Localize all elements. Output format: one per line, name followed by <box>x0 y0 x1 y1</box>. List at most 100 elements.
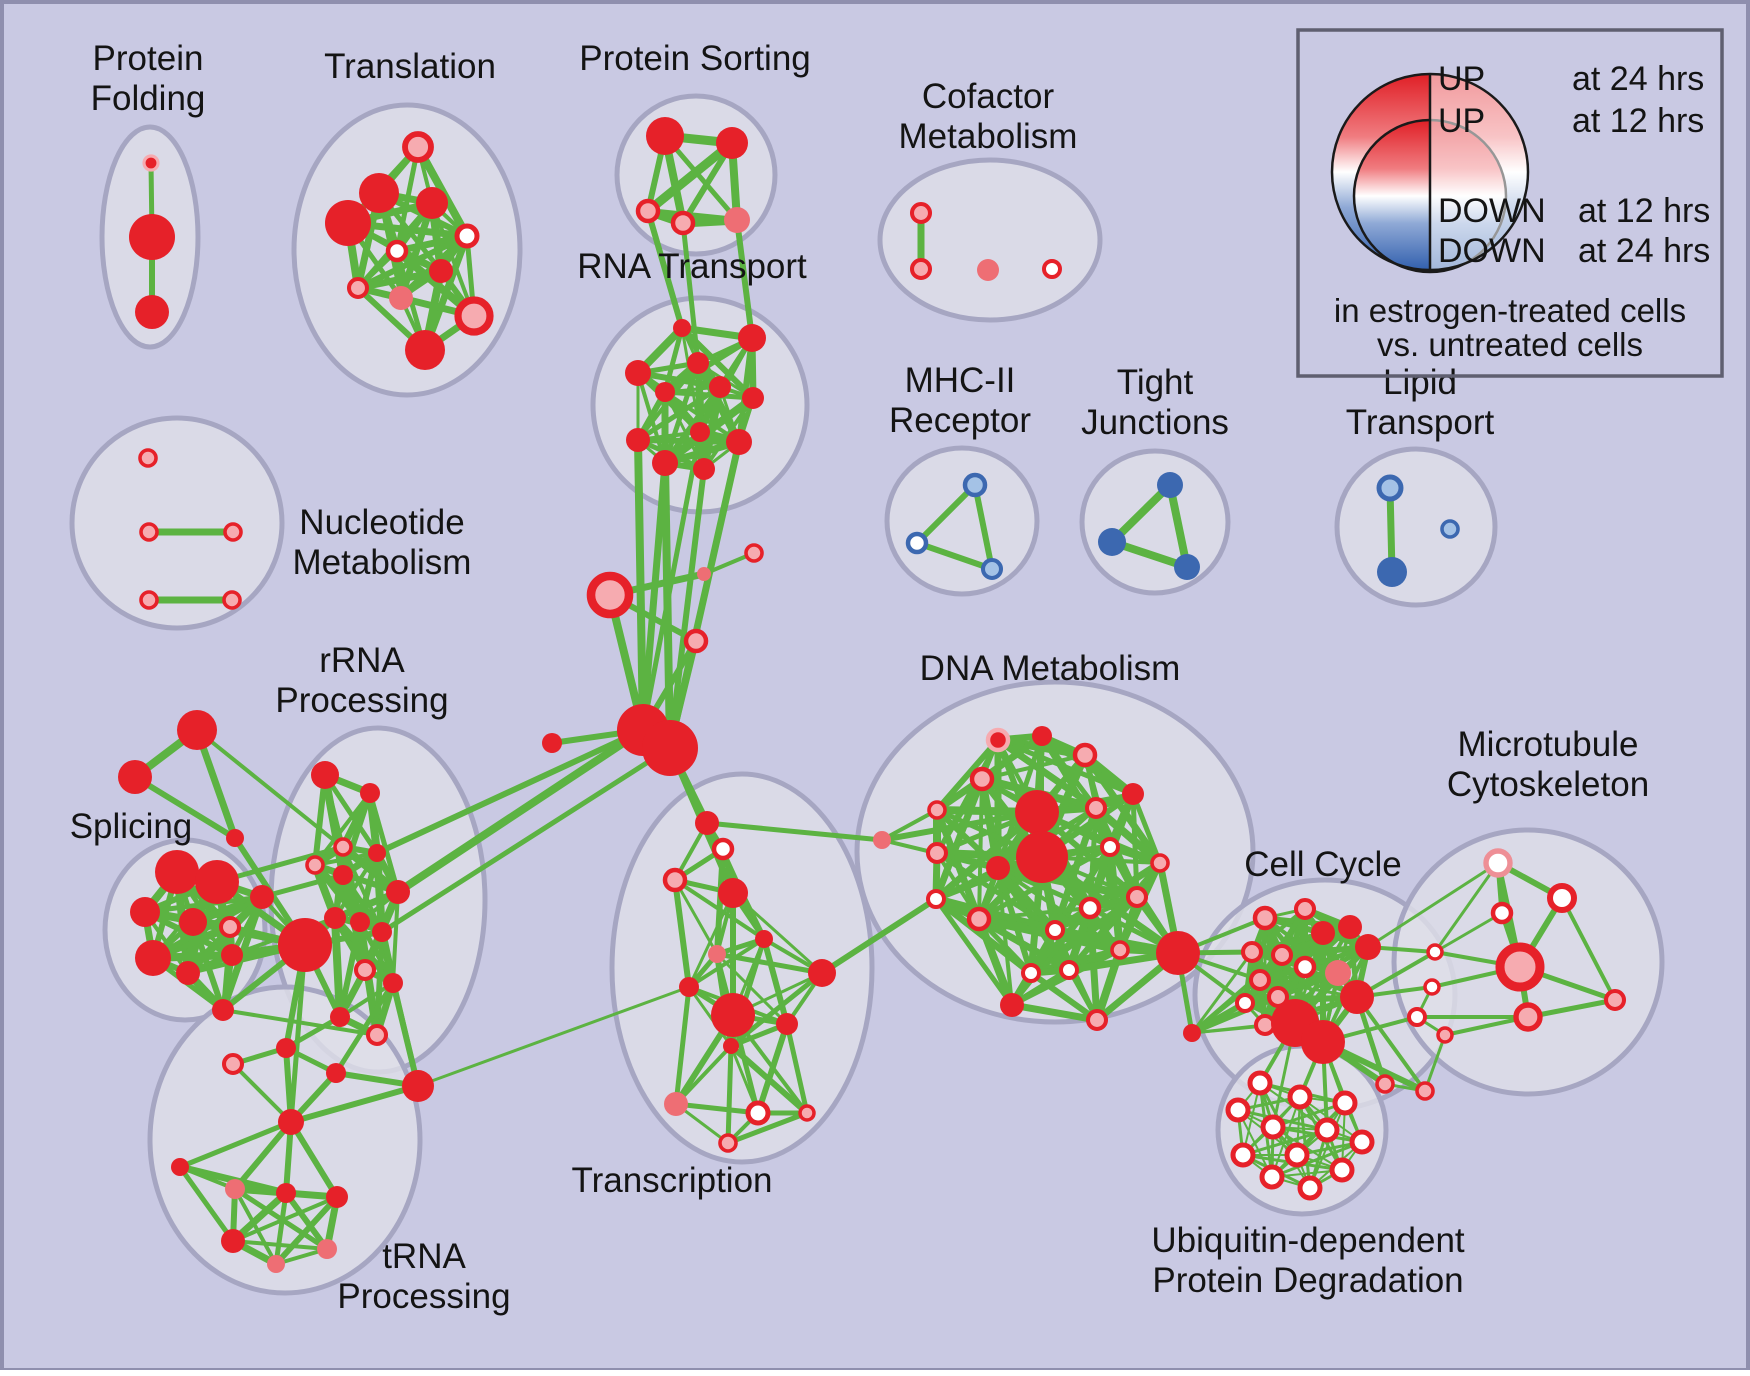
node-tight-junctions[interactable] <box>1174 554 1200 580</box>
node-transcription[interactable] <box>755 930 773 948</box>
node-cofactor-metabolism[interactable] <box>909 257 933 281</box>
node-transcription[interactable] <box>679 977 699 997</box>
node-ubiquitin-degradation[interactable] <box>1225 1097 1251 1123</box>
node-microtubule-cytoskeleton[interactable] <box>1513 1002 1543 1032</box>
node-bridge[interactable] <box>221 1052 245 1076</box>
node-transcription[interactable] <box>664 1092 688 1116</box>
node-translation[interactable] <box>429 259 453 283</box>
node-dna-metabolism[interactable] <box>969 766 995 792</box>
node-dna-metabolism[interactable] <box>1059 960 1079 980</box>
node-rrna-processing[interactable] <box>360 783 380 803</box>
node-cell-cycle[interactable] <box>1252 905 1278 931</box>
node-dna-metabolism[interactable] <box>927 800 947 820</box>
node-splicing[interactable] <box>212 999 234 1021</box>
node-transcription[interactable] <box>695 811 719 835</box>
node-lipid-transport[interactable] <box>1376 474 1404 502</box>
node-translation[interactable] <box>402 131 434 163</box>
node-translation[interactable] <box>405 330 445 370</box>
node-cell-cycle[interactable] <box>1340 980 1374 1014</box>
node-rna-transport[interactable] <box>690 422 710 442</box>
node-rrna-processing[interactable] <box>386 880 410 904</box>
node-splicing-triangle[interactable] <box>118 760 152 794</box>
node-rrna-processing[interactable] <box>333 865 353 885</box>
node-rrna-processing[interactable] <box>365 1023 389 1047</box>
node-transcription[interactable] <box>711 993 755 1037</box>
node-cell-cycle[interactable] <box>1293 897 1317 921</box>
node-ubiquitin-degradation[interactable] <box>1314 1117 1340 1143</box>
node-dna-metabolism[interactable] <box>1015 790 1059 834</box>
node-ubiquitin-degradation[interactable] <box>1297 1175 1323 1201</box>
node-dna-metabolism[interactable] <box>1156 931 1200 975</box>
node-cell-cycle[interactable] <box>1183 1024 1201 1042</box>
node-splicing-triangle[interactable] <box>177 710 217 750</box>
node-dna-metabolism[interactable] <box>1084 796 1108 820</box>
node-microtubule-cytoskeleton[interactable] <box>1426 943 1444 961</box>
node-mhc-ii-receptor[interactable] <box>980 557 1004 581</box>
node-dna-metabolism[interactable] <box>1016 831 1068 883</box>
node-cofactor-metabolism[interactable] <box>1042 259 1062 279</box>
node-transcription[interactable] <box>745 1100 771 1126</box>
node-cell-cycle[interactable] <box>1240 940 1264 964</box>
node-dna-metabolism[interactable] <box>1110 940 1130 960</box>
node-hub[interactable] <box>642 720 698 776</box>
node-cell-cycle[interactable] <box>1338 915 1362 939</box>
node-splicing[interactable] <box>176 961 200 985</box>
node-rna-transport[interactable] <box>687 352 709 374</box>
node-transcription[interactable] <box>808 959 836 987</box>
node-cofactor-metabolism[interactable] <box>977 259 999 281</box>
node-rrna-processing[interactable] <box>333 837 353 857</box>
node-microtubule-cytoskeleton[interactable] <box>1490 901 1514 925</box>
node-nucleotide-metabolism[interactable] <box>139 522 159 542</box>
node-dna-metabolism[interactable] <box>1122 783 1144 805</box>
node-translation[interactable] <box>359 173 399 213</box>
node-ubiquitin-degradation[interactable] <box>1332 1090 1358 1116</box>
node-dna-metabolism[interactable] <box>1000 993 1024 1017</box>
node-ubiquitin-degradation[interactable] <box>1329 1157 1355 1183</box>
node-rna-transport[interactable] <box>709 376 731 398</box>
node-rrna-processing[interactable] <box>353 958 377 982</box>
node-splicing[interactable] <box>278 918 332 972</box>
node-mhc-ii-receptor[interactable] <box>962 472 988 498</box>
node-translation[interactable] <box>389 286 413 310</box>
node-trna-processing[interactable] <box>317 1239 337 1259</box>
node-hub[interactable] <box>697 567 711 581</box>
node-rrna-processing[interactable] <box>372 922 392 942</box>
node-bridge[interactable] <box>402 1070 434 1102</box>
node-lipid-transport[interactable] <box>1440 519 1460 539</box>
node-cell-cycle[interactable] <box>1248 968 1272 992</box>
node-dna-metabolism[interactable] <box>1032 726 1052 746</box>
node-rna-transport[interactable] <box>625 360 651 386</box>
node-microtubule-cytoskeleton[interactable] <box>1483 848 1513 878</box>
node-ubiquitin-degradation[interactable] <box>1349 1129 1375 1155</box>
node-splicing[interactable] <box>155 850 199 894</box>
node-hub[interactable] <box>586 571 634 619</box>
node-protein-sorting[interactable] <box>646 117 684 155</box>
node-rna-transport[interactable] <box>626 428 650 452</box>
node-trna-processing[interactable] <box>221 1229 245 1253</box>
node-nucleotide-metabolism[interactable] <box>223 522 243 542</box>
node-microtubule-cytoskeleton[interactable] <box>1603 988 1627 1012</box>
node-splicing[interactable] <box>218 915 242 939</box>
node-cofactor-metabolism[interactable] <box>909 201 933 225</box>
node-trna-processing[interactable] <box>171 1158 189 1176</box>
node-cell-cycle[interactable] <box>1235 993 1255 1013</box>
node-nucleotide-metabolism[interactable] <box>222 590 242 610</box>
node-translation[interactable] <box>454 223 480 249</box>
node-splicing[interactable] <box>221 944 243 966</box>
node-splicing[interactable] <box>135 940 171 976</box>
node-rrna-processing[interactable] <box>350 912 370 932</box>
node-dna-metabolism[interactable] <box>925 841 949 865</box>
node-transcription[interactable] <box>776 1013 798 1035</box>
node-protein-sorting[interactable] <box>670 210 696 236</box>
node-hub[interactable] <box>683 628 709 654</box>
node-cell-cycle[interactable] <box>1375 1074 1395 1094</box>
node-translation[interactable] <box>416 187 448 219</box>
node-rna-transport[interactable] <box>655 382 675 402</box>
node-ubiquitin-degradation[interactable] <box>1247 1070 1273 1096</box>
node-microtubule-cytoskeleton[interactable] <box>1407 1007 1427 1027</box>
node-dna-metabolism[interactable] <box>1072 742 1098 768</box>
node-nucleotide-metabolism[interactable] <box>139 590 159 610</box>
node-rna-transport[interactable] <box>726 429 752 455</box>
node-splicing[interactable] <box>130 897 160 927</box>
node-protein-sorting[interactable] <box>724 207 750 233</box>
